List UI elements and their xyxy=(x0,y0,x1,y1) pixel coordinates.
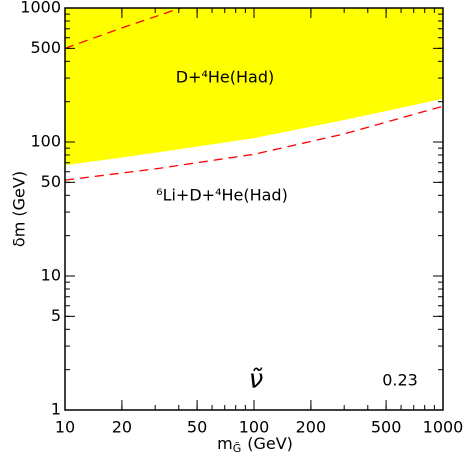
y-tick-label: 1 xyxy=(51,400,61,419)
x-tick-label: 100 xyxy=(239,418,270,437)
y-tick-label: 100 xyxy=(30,132,61,151)
x-tick-label: 500 xyxy=(371,418,402,437)
annotation: D+⁴He(Had) xyxy=(176,68,275,87)
y-axis-label: δm (GeV) xyxy=(10,171,29,247)
plot-layer xyxy=(64,7,444,181)
x-label-unit: (GeV) xyxy=(247,434,293,453)
x-label-sub: G̃ xyxy=(233,442,242,455)
x-tick-label: 50 xyxy=(187,418,207,437)
y-tick-label: 10 xyxy=(41,266,61,285)
y-tick-label: 1000 xyxy=(20,0,61,17)
shaded-region xyxy=(65,8,443,166)
annotation: 0.23 xyxy=(382,371,418,390)
y-tick-label: 50 xyxy=(41,172,61,191)
x-tick-label: 20 xyxy=(112,418,132,437)
x-tick-label: 200 xyxy=(296,418,327,437)
y-tick-label: 5 xyxy=(51,306,61,325)
annotation: ν̃ xyxy=(249,365,264,395)
y-tick-label: 500 xyxy=(30,38,61,57)
x-label-main: m xyxy=(217,434,233,453)
dashed-curve xyxy=(64,7,182,49)
dashed-curve xyxy=(64,105,444,181)
x-tick-label: 10 xyxy=(55,418,75,437)
annotation: ⁶Li+D+⁴He(Had) xyxy=(156,186,288,205)
x-axis-label: mG̃ (GeV) xyxy=(217,434,293,456)
x-tick-label: 1000 xyxy=(423,418,464,437)
